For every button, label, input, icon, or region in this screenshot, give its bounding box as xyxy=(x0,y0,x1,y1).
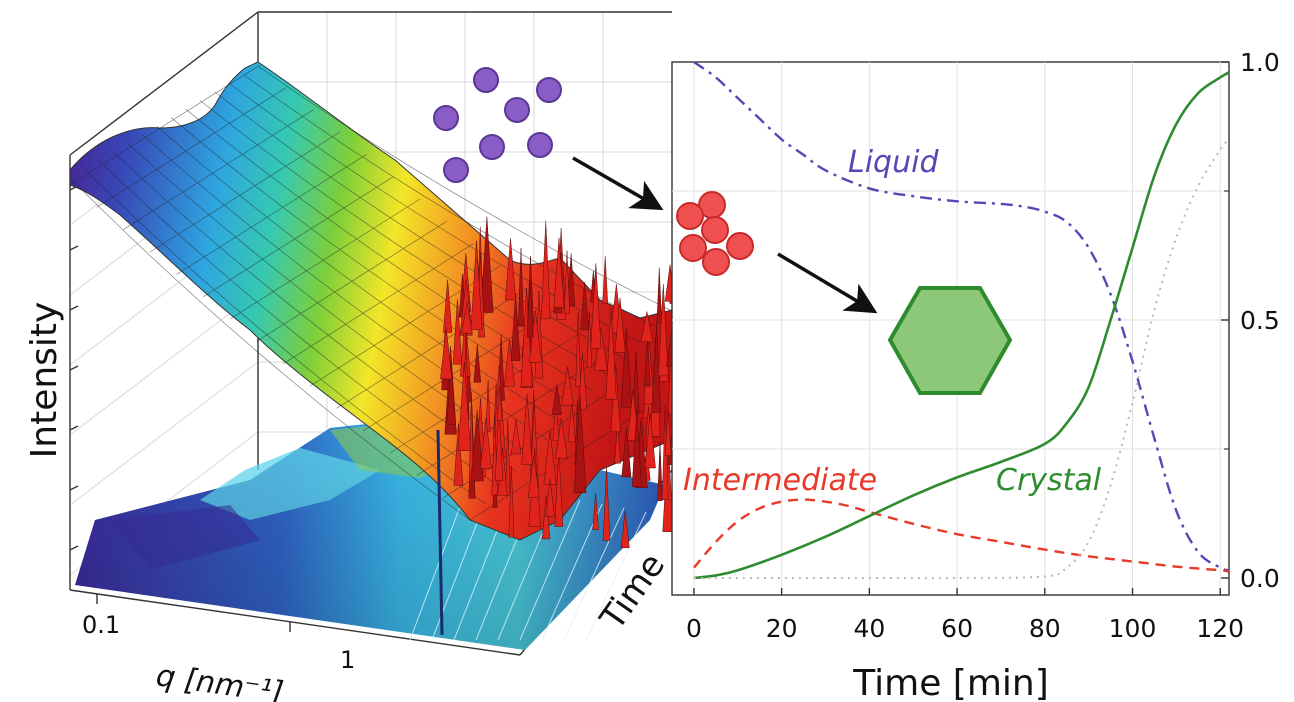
x-tick-label: 100 xyxy=(1109,614,1157,643)
surface-noise-region xyxy=(440,216,679,549)
arrow-icon xyxy=(777,252,878,314)
intermediate-label: Intermediate xyxy=(683,463,877,498)
y-tick-label: 0.0 xyxy=(1240,564,1280,593)
surface-spike xyxy=(436,429,444,636)
x-tick-label: 80 xyxy=(1029,614,1061,643)
crystal-label: Crystal xyxy=(996,463,1102,498)
intermediate-cluster-icon xyxy=(676,191,754,276)
x-axis-label: Time [min] xyxy=(852,663,1049,702)
intensity-axis-label: Intensity xyxy=(24,302,65,459)
surface-plot: Intensity 0.1 1 q [nm⁻¹] Time xyxy=(24,11,679,702)
x-axis-ticks: 0 20 40 60 80 100 120 xyxy=(686,588,1244,643)
crystal-hexagon-icon xyxy=(887,286,1013,395)
liquid-label: Liquid xyxy=(848,145,939,180)
chart-grid xyxy=(672,62,1229,595)
y-axis-ticks: 0.0 0.5 1.0 xyxy=(1221,48,1280,593)
q-tick-1: 1 xyxy=(340,646,355,674)
intensity-axis-ticks xyxy=(69,185,79,551)
series-layer xyxy=(693,61,1230,580)
x-tick-label: 120 xyxy=(1196,614,1244,643)
arrow-icon xyxy=(572,156,664,211)
y-tick-label: 1.0 xyxy=(1240,48,1280,77)
y-tick-label: 0.5 xyxy=(1240,306,1280,335)
q-tick-0-1: 0.1 xyxy=(82,611,120,639)
series-line-dotted xyxy=(693,138,1230,580)
x-tick-label: 60 xyxy=(941,614,973,643)
x-tick-label: 20 xyxy=(766,614,798,643)
x-tick-label: 40 xyxy=(853,614,885,643)
surface-mesh xyxy=(69,61,673,541)
liquid-particles-icon xyxy=(433,67,562,183)
series-line-crystal xyxy=(693,71,1230,580)
x-tick-label: 0 xyxy=(686,614,702,643)
q-axis-label: q [nm⁻¹] xyxy=(154,658,286,702)
series-line-intermediate xyxy=(693,498,1230,573)
